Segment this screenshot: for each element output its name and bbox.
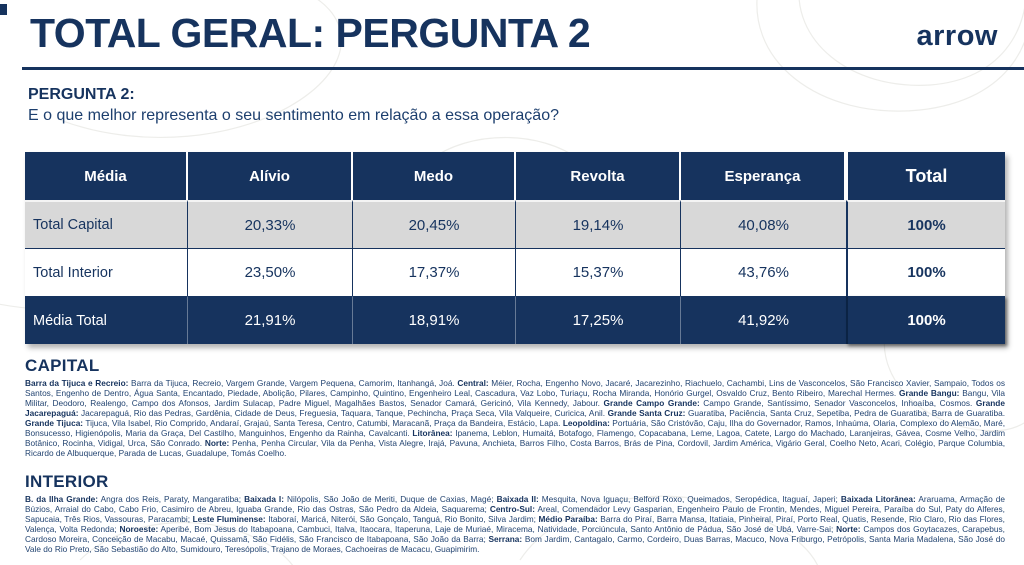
results-table: Média Alívio Medo Revolta Esperança Tota… <box>25 152 1005 344</box>
column-header-medo: Medo <box>353 152 516 200</box>
row-label: Média Total <box>25 296 188 344</box>
cell-value: 23,50% <box>188 248 353 296</box>
capital-heading: CAPITAL <box>25 356 100 375</box>
question-label: PERGUNTA 2: <box>28 86 135 103</box>
column-header-revolta: Revolta <box>516 152 681 200</box>
cell-value: 41,92% <box>681 296 846 344</box>
cell-value: 17,25% <box>516 296 681 344</box>
interior-region-list: B. da Ilha Grande: Angra dos Reis, Parat… <box>25 494 1006 554</box>
column-header-alivio: Alívio <box>188 152 353 200</box>
cell-value: 20,33% <box>188 200 353 248</box>
question-block: PERGUNTA 2: E o que melhor representa o … <box>28 86 559 125</box>
column-header-total: Total <box>846 152 1005 200</box>
cell-value: 18,91% <box>353 296 516 344</box>
interior-section: INTERIOR B. da Ilha Grande: Angra dos Re… <box>25 472 1005 554</box>
cell-value: 43,76% <box>681 248 846 296</box>
arrow-logo: arrow <box>916 20 998 52</box>
cell-value: 20,45% <box>353 200 516 248</box>
column-header-media: Média <box>25 152 188 200</box>
cell-total: 100% <box>846 248 1005 296</box>
cell-value: 17,37% <box>353 248 516 296</box>
row-label: Total Capital <box>25 200 188 248</box>
capital-section: CAPITAL Barra da Tijuca e Recreio: Barra… <box>25 356 1005 458</box>
question-text: E o que melhor representa o seu sentimen… <box>28 107 559 124</box>
page-title: TOTAL GERAL: PERGUNTA 2 <box>30 10 591 56</box>
cell-value: 21,91% <box>188 296 353 344</box>
cell-total: 100% <box>846 296 1005 344</box>
row-label: Total Interior <box>25 248 188 296</box>
cell-value: 19,14% <box>516 200 681 248</box>
column-header-esperanca: Esperança <box>681 152 846 200</box>
cell-value: 15,37% <box>516 248 681 296</box>
cell-total: 100% <box>846 200 1005 248</box>
cell-value: 40,08% <box>681 200 846 248</box>
corner-mark <box>0 4 7 15</box>
header-divider <box>22 67 1024 70</box>
interior-heading: INTERIOR <box>25 472 109 491</box>
capital-region-list: Barra da Tijuca e Recreio: Barra da Tiju… <box>25 378 1006 458</box>
